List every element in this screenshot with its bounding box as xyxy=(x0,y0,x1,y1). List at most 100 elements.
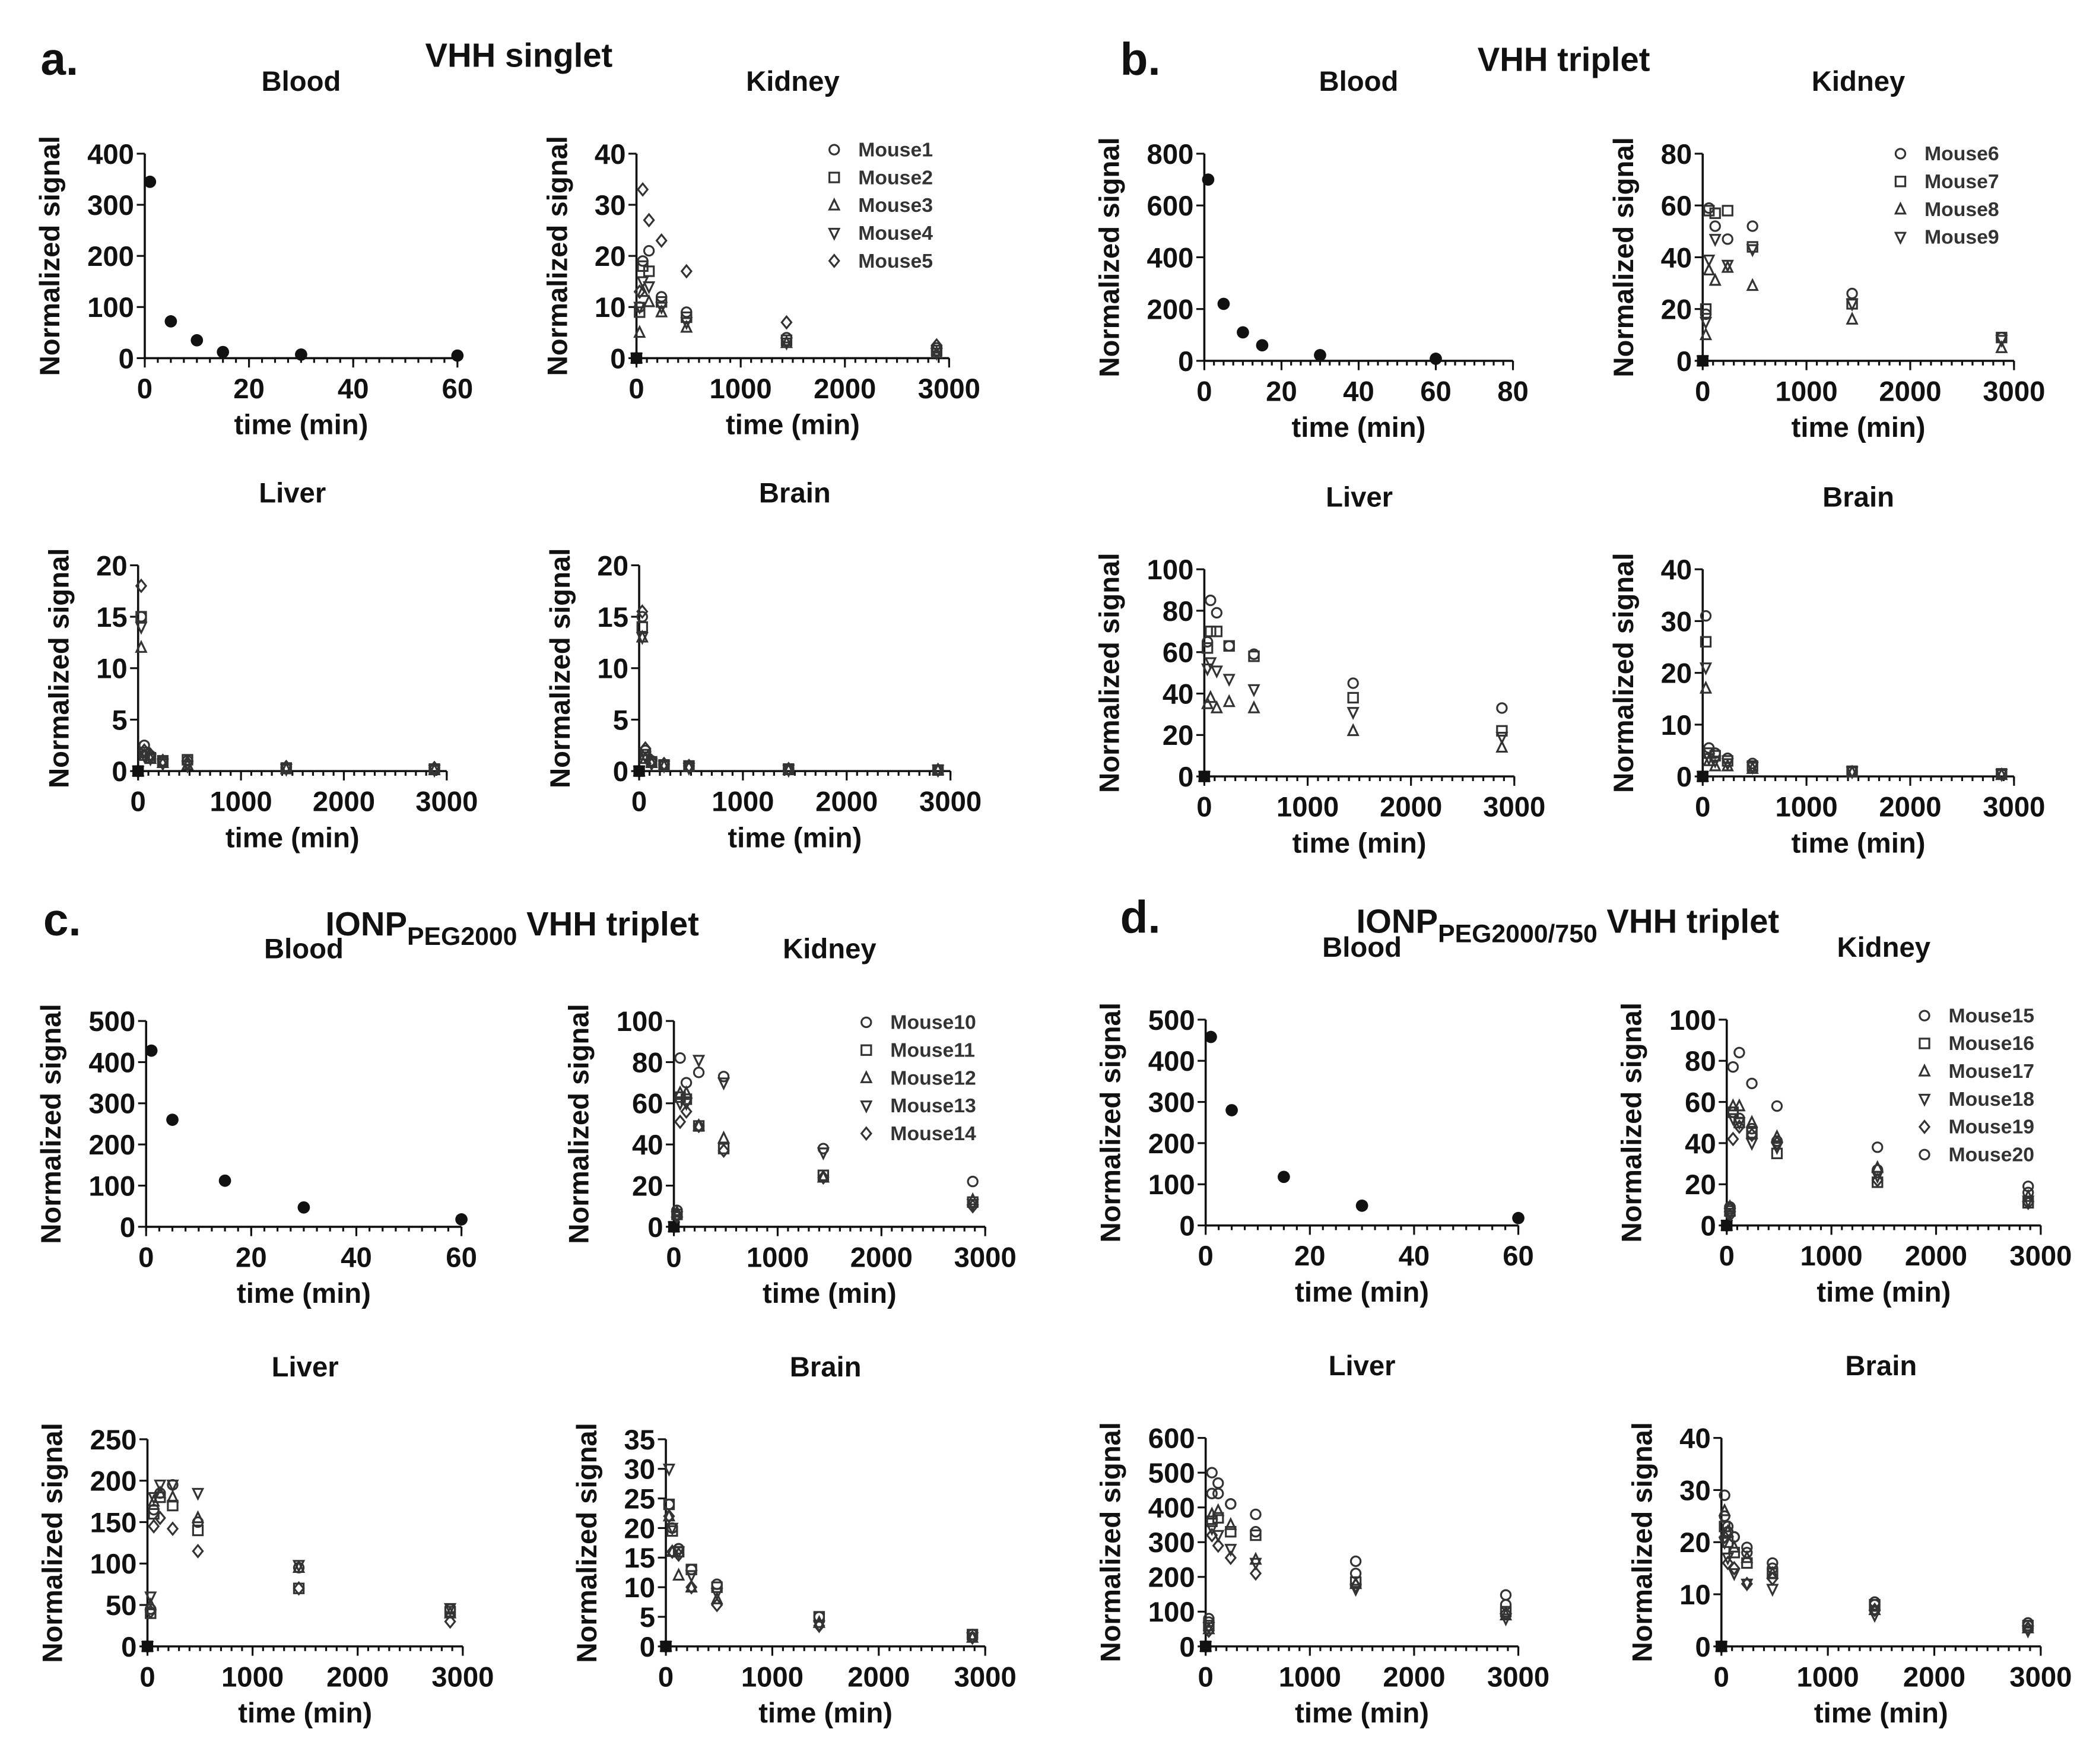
y-tick-label: 0 xyxy=(1676,762,1692,793)
y-axis-label: Normalized signal xyxy=(44,548,75,788)
y-tick-label: 0 xyxy=(640,1632,655,1663)
y-tick-label: 40 xyxy=(1679,1423,1711,1455)
blood-data-point xyxy=(166,1113,179,1126)
data-point xyxy=(1722,205,1733,217)
data-point xyxy=(932,762,944,778)
x-tick-label: 0 xyxy=(1198,1661,1214,1693)
data-point xyxy=(1733,1046,1745,1059)
legend-diamond-marker-icon xyxy=(860,1126,872,1141)
data-point xyxy=(1846,287,1858,300)
data-point xyxy=(1199,1641,1212,1652)
data-point xyxy=(144,1591,157,1605)
y-tick-label: 0 xyxy=(647,1212,663,1243)
data-point xyxy=(1869,1598,1881,1611)
y-tick-label: 40 xyxy=(1661,554,1692,586)
data-point xyxy=(1500,1598,1512,1611)
x-axis-label: time (min) xyxy=(238,1698,372,1729)
x-tick-label: 0 xyxy=(1198,1240,1214,1272)
x-tick-label: 1000 xyxy=(1797,1661,1859,1693)
subplot-title: Blood xyxy=(261,66,341,97)
series-mouse13 xyxy=(659,1463,979,1654)
y-tick-label: 30 xyxy=(595,190,626,221)
legend: Mouse1 Mouse2 Mouse3 Mouse4 Mouse5 xyxy=(828,138,933,272)
x-axis-label: time (min) xyxy=(237,1278,371,1309)
data-point xyxy=(1727,1061,1739,1073)
y-tick-label: 0 xyxy=(1700,1211,1716,1242)
x-tick-label: 1000 xyxy=(710,373,772,405)
data-point xyxy=(1703,262,1716,276)
y-tick-label: 20 xyxy=(595,241,626,272)
data-point xyxy=(1741,1576,1753,1591)
data-point xyxy=(1249,1557,1262,1571)
data-point xyxy=(191,1510,205,1524)
y-tick-label: 25 xyxy=(624,1483,655,1515)
x-tick-label: 20 xyxy=(1294,1240,1326,1272)
x-tick-label: 1000 xyxy=(210,786,272,818)
subplot-title: Brain xyxy=(1822,481,1894,513)
data-point xyxy=(1500,1606,1512,1621)
series-mouse9 xyxy=(1696,662,2008,785)
data-point xyxy=(1703,254,1716,268)
x-tick-label: 1000 xyxy=(1800,1240,1863,1272)
x-axis-label: time (min) xyxy=(226,822,360,854)
y-tick-label: 40 xyxy=(1661,242,1692,274)
series-mouse8 xyxy=(1696,259,2008,366)
data-point xyxy=(1746,762,1759,775)
data-point xyxy=(1872,1164,1884,1176)
blood-data-point xyxy=(145,1044,158,1057)
panel-letter: a. xyxy=(40,34,78,85)
subplot-title: Kidney xyxy=(1812,66,1906,97)
data-point xyxy=(181,755,194,770)
series-mouse1 xyxy=(132,611,440,777)
data-point xyxy=(666,1525,678,1537)
x-axis-label: time (min) xyxy=(726,410,860,441)
x-tick-label: 0 xyxy=(139,1661,155,1693)
series-mouse11 xyxy=(660,1498,979,1652)
data-point xyxy=(292,1560,306,1573)
y-tick-label: 15 xyxy=(624,1543,655,1574)
blood-data-point xyxy=(217,345,230,358)
legend-circle-marker-icon xyxy=(860,1016,872,1029)
data-point xyxy=(1250,1508,1262,1521)
data-point xyxy=(147,1492,160,1505)
x-axis-label: time (min) xyxy=(1814,1698,1948,1729)
legend-square-marker-icon xyxy=(860,1044,872,1056)
y-tick-label: 0 xyxy=(1178,346,1193,377)
x-tick-label: 60 xyxy=(446,1242,477,1273)
data-point xyxy=(639,741,652,756)
series-mouse20 xyxy=(1199,1487,1512,1652)
data-point xyxy=(1205,626,1217,637)
x-tick-label: 3000 xyxy=(415,786,478,818)
y-tick-label: 200 xyxy=(1148,1128,1195,1160)
data-point xyxy=(685,1563,697,1575)
data-point xyxy=(428,760,441,776)
data-point xyxy=(1746,220,1758,232)
data-point xyxy=(1248,651,1260,662)
x-tick-label: 1000 xyxy=(1279,1661,1341,1693)
data-point xyxy=(717,1143,730,1158)
data-point xyxy=(443,1605,457,1619)
data-point xyxy=(672,1568,685,1581)
data-point xyxy=(1205,1523,1218,1536)
series-mouse2 xyxy=(633,621,944,777)
x-tick-label: 2000 xyxy=(1879,376,1941,407)
data-point xyxy=(1995,340,2008,353)
data-point xyxy=(1700,636,1712,648)
data-point xyxy=(1495,732,1509,745)
legend-label: Mouse5 xyxy=(858,250,933,272)
blood-data-point xyxy=(218,1174,231,1187)
data-point xyxy=(1206,1487,1218,1499)
x-tick-label: 0 xyxy=(137,373,153,405)
data-point xyxy=(674,1052,686,1064)
data-point xyxy=(1699,316,1713,330)
series-mouse10 xyxy=(660,1498,979,1652)
data-point xyxy=(1727,1106,1739,1118)
subplot-blood: Blood time (min) Normalized signal 0 20 40 60 0… xyxy=(34,66,473,441)
x-tick-label: 60 xyxy=(1503,1240,1534,1272)
x-tick-label: 2000 xyxy=(1879,792,1941,823)
legend-diamond-marker-icon xyxy=(828,253,840,268)
data-point xyxy=(680,317,693,331)
subplot-kidney: Kidney time (min) Normalized signal 0 1000 20… xyxy=(542,66,980,441)
blood-data-point xyxy=(1202,173,1215,186)
